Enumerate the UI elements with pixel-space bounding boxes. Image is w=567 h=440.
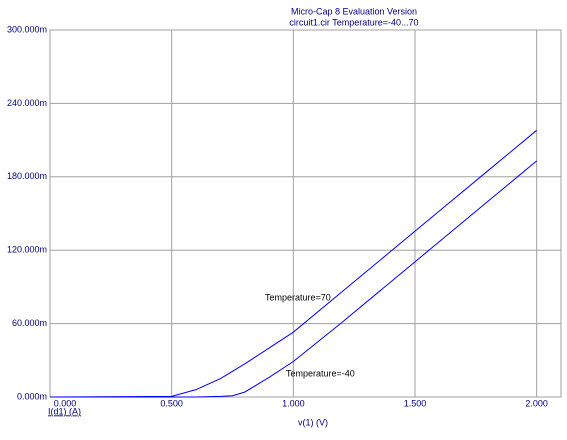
y-tick-label: 300.000m: [7, 24, 47, 34]
x-tick-label: 2.000: [525, 398, 548, 408]
curve-annotation: Temperature=-40: [286, 368, 355, 378]
y-tick-label: 60.000m: [12, 318, 47, 328]
x-tick-label: 0.500: [160, 398, 183, 408]
y-tick-label: 180.000m: [7, 171, 47, 181]
chart-subtitle: circuit1.cir Temperature=-40...70: [289, 17, 418, 27]
y-axis-label: I(d1) (A): [48, 406, 81, 416]
chart-title: Micro-Cap 8 Evaluation Version: [291, 6, 417, 16]
x-tick-label: 0.000: [54, 398, 77, 408]
x-tick-label: 1.500: [404, 398, 427, 408]
x-axis-label: v(1) (V): [298, 417, 328, 427]
y-tick-label: 120.000m: [7, 245, 47, 255]
y-tick-label: 0.000m: [17, 391, 47, 401]
series-line: [49, 129, 537, 398]
x-tick-label: 1.000: [282, 398, 305, 408]
plot-frame: [49, 29, 562, 398]
y-tick-label: 240.000m: [7, 98, 47, 108]
series-line: [50, 160, 537, 398]
curve-annotation: Temperature=70: [265, 292, 331, 302]
